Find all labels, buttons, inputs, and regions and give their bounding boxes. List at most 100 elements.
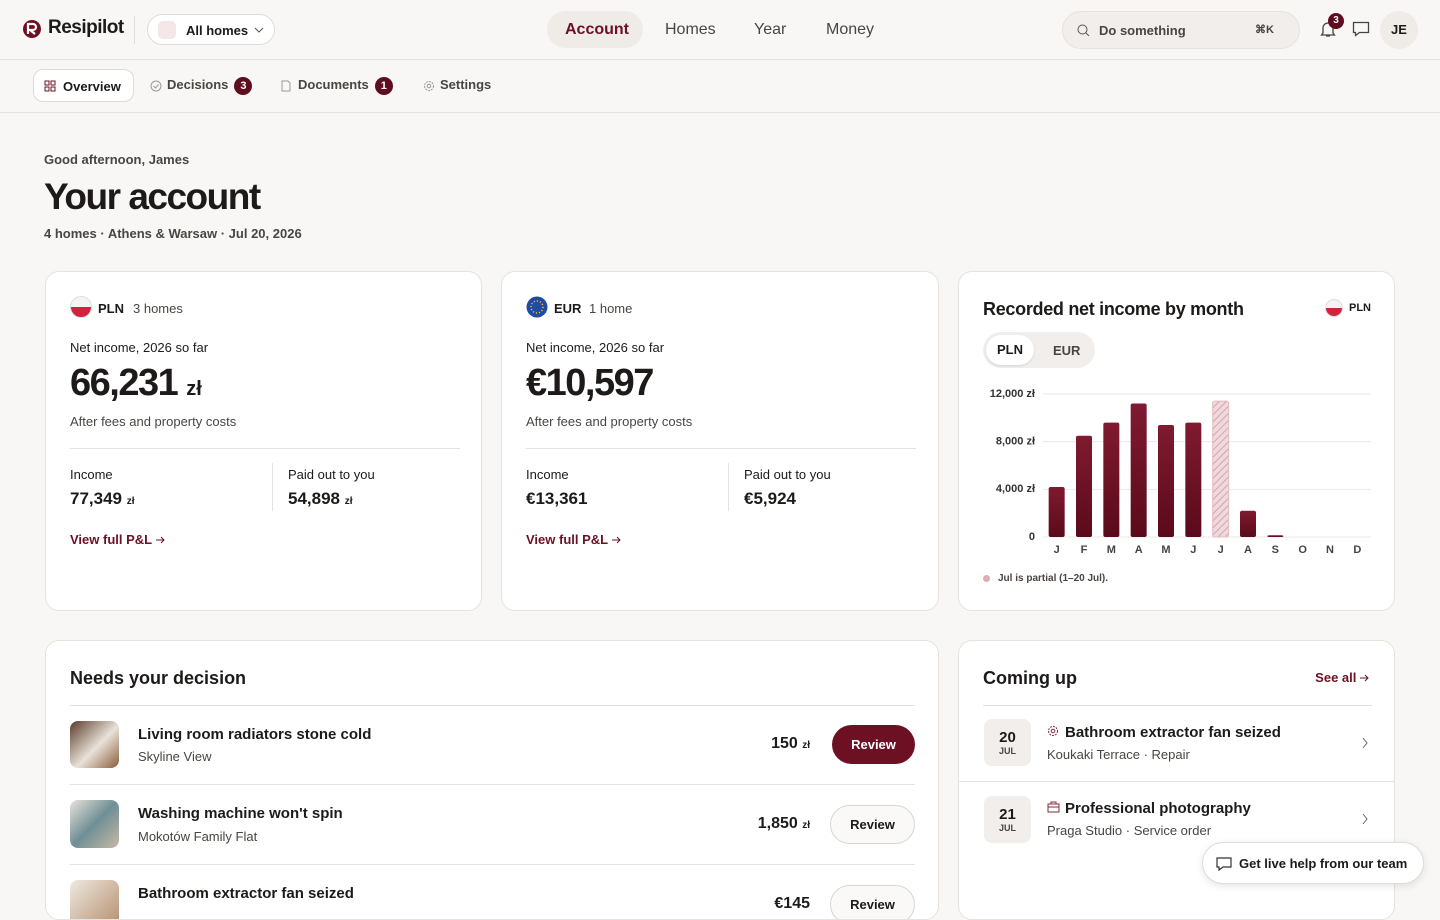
x-tick-label: M [1107,544,1116,556]
tab[interactable]: Documents 1 [298,77,393,95]
pl-link[interactable]: View full P&L [526,532,622,547]
greeting: Good afternoon, James [44,152,190,167]
divider [70,784,915,785]
home-selector[interactable]: All homes [147,14,275,45]
tab-active[interactable]: Overview [33,69,134,102]
x-tick-label: D [1353,544,1361,556]
tab-icon [281,80,291,92]
decision-amount: 1,850 zł [758,815,810,833]
divider [728,463,729,511]
tab-label: Documents [298,77,369,92]
search[interactable]: Do something ⌘K [1062,11,1300,49]
review-button[interactable]: Review [832,725,915,764]
amount: 150 [771,735,798,752]
tab[interactable]: Settings [440,77,492,92]
bar [1076,435,1092,537]
x-tick-label: J [1054,544,1060,556]
metric-label: Net income, 2026 so far [70,340,209,355]
unit: zł [344,496,353,507]
net-income: 66,231 zł [70,362,202,405]
see-all-link[interactable]: See all [1315,670,1370,685]
page-title: Your account [44,176,261,217]
currency-card: PLN 3 homes Net income, 2026 so far 66,2… [45,271,482,611]
review-button[interactable]: Review [830,885,915,919]
divider [70,705,915,706]
note: After fees and property costs [70,414,237,429]
bar [1158,424,1174,537]
header: Resipilot All homes Account Homes Year M… [0,0,1440,60]
search-placeholder: Do something [1099,23,1186,38]
flag [70,296,92,318]
divider [70,448,460,449]
x-tick-label: N [1326,544,1334,556]
x-tick-label: A [1244,544,1252,556]
nav-item[interactable]: Homes [665,21,716,38]
home-count: 3 homes [133,301,183,316]
help-button[interactable]: Get live help from our team [1202,842,1424,884]
shortcut: ⌘K [1255,24,1274,36]
nav-item[interactable]: Year [754,21,787,38]
currency-badge: PLN [1349,302,1371,314]
divider [272,463,273,511]
toggle-option-active[interactable]: PLN [986,335,1034,365]
thumbnail [70,721,119,768]
legend-swatch [983,575,990,582]
net-income-value: €10,597 [526,362,654,404]
review-button[interactable]: Review [830,805,915,844]
stat-label: Income [70,467,113,482]
chart-note: Jul is partial (1–20 Jul). [998,573,1109,584]
income: €13,361 [526,489,588,508]
brand: Resipilot [48,17,124,38]
tab-badge: 1 [374,77,393,95]
date-box[interactable]: 20 JUL [984,719,1031,766]
decision-title: Bathroom extractor fan seized [138,885,354,902]
coming-up-card: Coming up See all 20 JUL Bathroom extract… [958,640,1395,920]
event-sub: Koukaki Terrace · Repair [1047,747,1190,762]
event-sub: Praga Studio · Service order [1047,823,1212,838]
x-tick-label: A [1135,544,1143,556]
date-box[interactable]: 21 JUL [984,796,1031,843]
event-title: Professional photography [1065,800,1251,817]
tab-icon [424,81,434,91]
thumbnail [70,800,119,848]
chevron [1362,813,1368,825]
date-day: 20 [999,729,1016,746]
chart-title: Recorded net income by month [983,299,1244,319]
tab-icon [150,80,162,92]
toggle-option[interactable]: EUR [1053,343,1081,358]
paid: 54,898 [288,489,340,508]
x-tick-label: J [1218,544,1224,556]
avatar[interactable]: JE [1380,11,1418,49]
y-tick-label: 0 [1029,531,1035,543]
notification-badge: 3 [1328,13,1344,29]
pl-link[interactable]: View full P&L [70,532,166,547]
bar [1267,535,1284,537]
home-icon [158,21,176,39]
stat-label: Income [526,467,569,482]
arrow [155,536,165,544]
flag [1325,299,1343,317]
chevron [254,27,264,33]
bar [1103,422,1120,537]
chat-icon [1216,857,1232,872]
stat-value: 77,349 zł [70,489,135,509]
paid: €5,924 [744,489,796,508]
subtitle: 4 homes · Athens & Warsaw · Jul 20, 2026 [44,226,302,241]
logo [23,20,41,38]
unit: zł [802,820,810,831]
stat-label: Paid out to you [288,467,375,482]
repair-icon [1048,726,1058,736]
flag [526,296,548,318]
nav-item[interactable]: Money [826,21,875,38]
tab[interactable]: Decisions 3 [167,77,253,95]
chat-icon[interactable] [1352,21,1370,38]
currency-card: EUR 1 home Net income, 2026 so far €10,5… [501,271,939,611]
tab-label: Overview [63,79,121,94]
link-label: View full P&L [526,532,608,547]
nav-item[interactable]: Account [565,21,629,38]
stat-label: Paid out to you [744,467,831,482]
divider [134,16,135,44]
search-icon [1077,24,1090,37]
service-icon [1047,801,1060,813]
divider [70,864,915,865]
